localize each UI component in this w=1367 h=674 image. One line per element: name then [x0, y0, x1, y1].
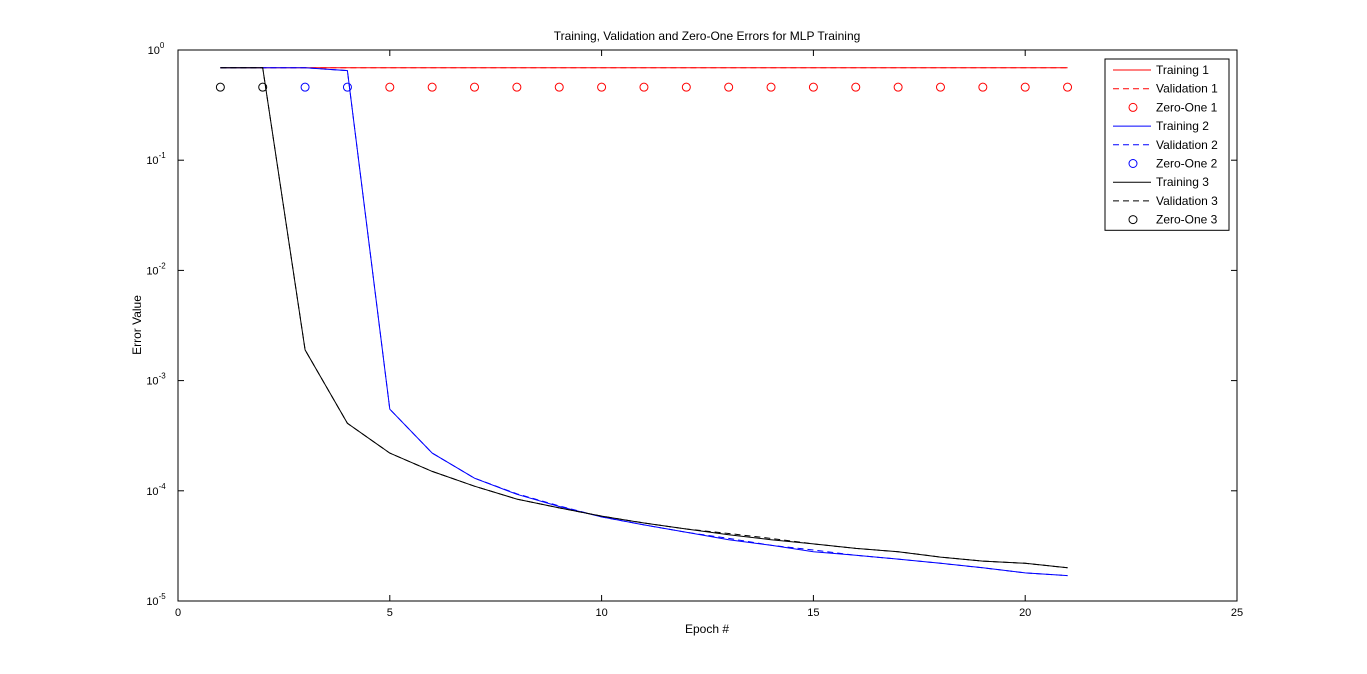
legend-label: Zero-One 2	[1156, 157, 1218, 171]
y-tick-base: 10	[146, 596, 158, 608]
y-tick-exponent: -1	[159, 151, 167, 160]
x-tick-label: 15	[807, 607, 819, 619]
y-tick-exponent: -5	[159, 592, 167, 601]
series-point	[893, 82, 903, 92]
series-point	[851, 82, 861, 92]
x-tick-label: 20	[1019, 607, 1031, 619]
series-point	[978, 82, 988, 92]
series-point	[385, 82, 395, 92]
y-tick-exponent: 0	[160, 41, 165, 50]
x-tick-label: 10	[595, 607, 607, 619]
plot-frame	[177, 49, 1238, 602]
series-point	[597, 82, 607, 92]
y-tick-base: 10	[146, 486, 158, 498]
y-tick-label: 10-1	[146, 151, 166, 167]
series-point	[681, 82, 691, 92]
legend-marker	[1128, 215, 1138, 225]
x-tick-label: 5	[387, 607, 393, 619]
y-tick-label: 10-3	[146, 372, 166, 388]
series-line	[220, 67, 1068, 577]
legend-label: Training 2	[1156, 119, 1209, 133]
legend-marker	[1128, 159, 1138, 168]
legend-label: Validation 3	[1156, 194, 1218, 208]
series-point	[258, 82, 268, 92]
x-tick-label: 25	[1231, 607, 1243, 619]
series-point	[1020, 82, 1030, 92]
legend: Training 1 Validation 1 Zero-One 1 Training…	[1104, 58, 1230, 231]
series-layer	[215, 67, 1073, 577]
y-tick-base: 10	[146, 376, 158, 388]
legend-marker	[1128, 102, 1138, 112]
series-point	[554, 82, 564, 92]
series-point	[808, 82, 818, 92]
y-tick-base: 10	[148, 45, 160, 57]
series-point	[342, 82, 352, 92]
legend-label: Validation 2	[1156, 138, 1218, 152]
series-point	[427, 82, 437, 92]
y-tick-label: 10-2	[146, 261, 166, 277]
y-tick-exponent: -2	[159, 261, 167, 270]
x-axis-label: Epoch #	[685, 622, 729, 636]
series-point	[766, 82, 776, 92]
plot-background	[178, 50, 1237, 601]
legend-label: Training 1	[1156, 63, 1209, 77]
series-point	[512, 82, 522, 92]
y-tick-base: 10	[146, 155, 158, 167]
legend-label: Zero-One 1	[1156, 100, 1218, 114]
series-point	[1063, 82, 1073, 92]
x-tick-label: 0	[175, 607, 181, 619]
legend-label: Training 3	[1156, 175, 1209, 189]
chart-title: Training, Validation and Zero-One Errors…	[554, 29, 861, 43]
y-axis-label: Error Value	[130, 295, 144, 355]
series-point	[470, 82, 480, 92]
series-point	[724, 82, 734, 92]
y-tick-exponent: -3	[159, 372, 167, 381]
legend-label: Zero-One 3	[1156, 213, 1218, 227]
y-tick-label: 10-4	[146, 482, 166, 498]
y-tick-exponent: -4	[159, 482, 167, 491]
series-point	[639, 82, 649, 92]
series-line	[220, 67, 1068, 569]
series-point	[300, 82, 310, 92]
y-tick-label: 100	[148, 41, 165, 57]
y-tick-base: 10	[146, 265, 158, 277]
series-point	[215, 82, 225, 92]
y-tick-label: 10-5	[146, 592, 166, 608]
legend-label: Validation 1	[1156, 82, 1218, 96]
series-point	[935, 82, 945, 92]
